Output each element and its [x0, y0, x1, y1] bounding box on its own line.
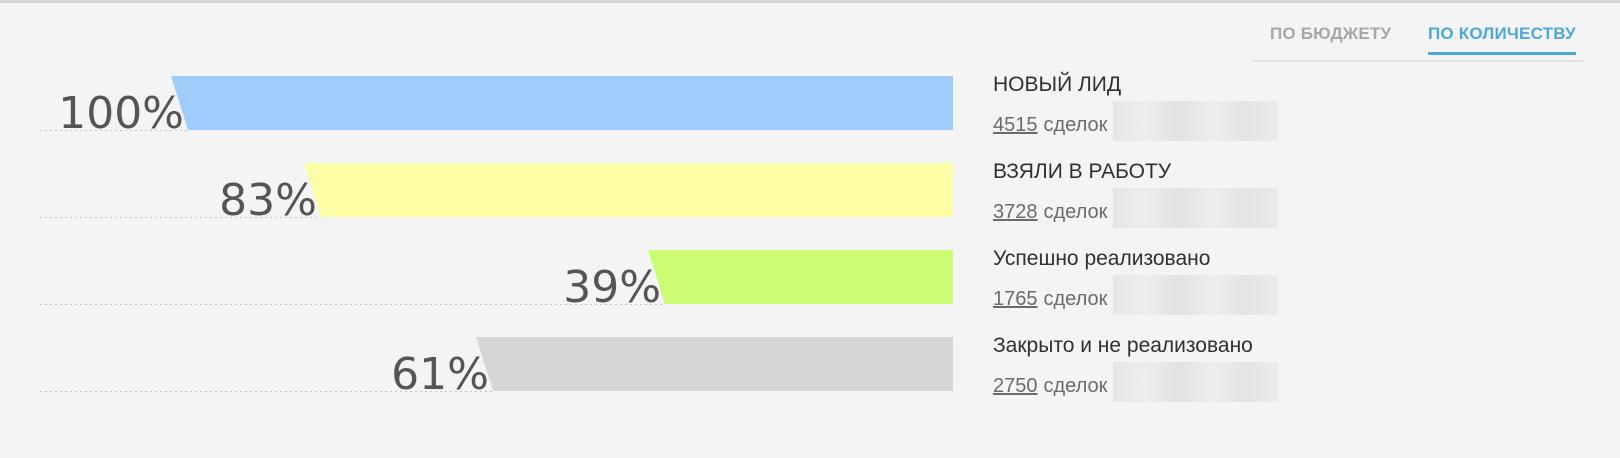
stage-stats: 3728 сделок	[993, 188, 1279, 232]
deal-unit: сделок	[1043, 113, 1108, 136]
deal-unit: сделок	[1043, 374, 1108, 397]
stage-name: Закрыто и не реализовано	[993, 334, 1253, 357]
redacted-value	[1113, 101, 1279, 141]
funnel-bar	[171, 76, 953, 130]
tab-by-budget[interactable]: ПО БЮДЖЕТУ	[1270, 24, 1392, 43]
stage-stats: 2750 сделок	[993, 362, 1279, 406]
stage-info: НОВЫЙ ЛИД 4515 сделок	[993, 72, 1279, 145]
funnel-chart: 100% 83% 39% 61%	[40, 76, 953, 400]
stage-name: НОВЫЙ ЛИД	[993, 73, 1122, 96]
redacted-value	[1113, 362, 1279, 402]
metric-tabs: ПО БЮДЖЕТУ ПО КОЛИЧЕСТВУ	[1253, 18, 1583, 62]
deal-count-link[interactable]: 3728	[993, 200, 1038, 223]
stage-name: Успешно реализовано	[993, 247, 1211, 270]
stage-stats: 1765 сделок	[993, 275, 1279, 319]
percent-label: 100%	[58, 88, 184, 139]
redacted-value	[1113, 188, 1279, 228]
top-border	[0, 0, 1620, 3]
percent-label: 83%	[219, 175, 317, 226]
funnel-bar	[303, 163, 953, 217]
redacted-value	[1113, 275, 1279, 315]
percent-label: 61%	[391, 349, 489, 400]
stage-info: ВЗЯЛИ В РАБОТУ 3728 сделок	[993, 159, 1279, 232]
deal-unit: сделок	[1043, 200, 1108, 223]
stage-name: ВЗЯЛИ В РАБОТУ	[993, 160, 1172, 183]
deal-count-link[interactable]: 4515	[993, 113, 1038, 136]
stage-info: Успешно реализовано 1765 сделок	[993, 246, 1279, 319]
deal-unit: сделок	[1043, 287, 1108, 310]
tab-by-count[interactable]: ПО КОЛИЧЕСТВУ	[1428, 24, 1576, 55]
funnel-bar	[648, 250, 953, 304]
stage-info: Закрыто и не реализовано 2750 сделок	[993, 333, 1279, 406]
funnel-bar	[475, 337, 953, 391]
deal-count-link[interactable]: 1765	[993, 287, 1038, 310]
stage-stats: 4515 сделок	[993, 101, 1279, 145]
deal-count-link[interactable]: 2750	[993, 374, 1038, 397]
percent-label: 39%	[563, 262, 661, 313]
